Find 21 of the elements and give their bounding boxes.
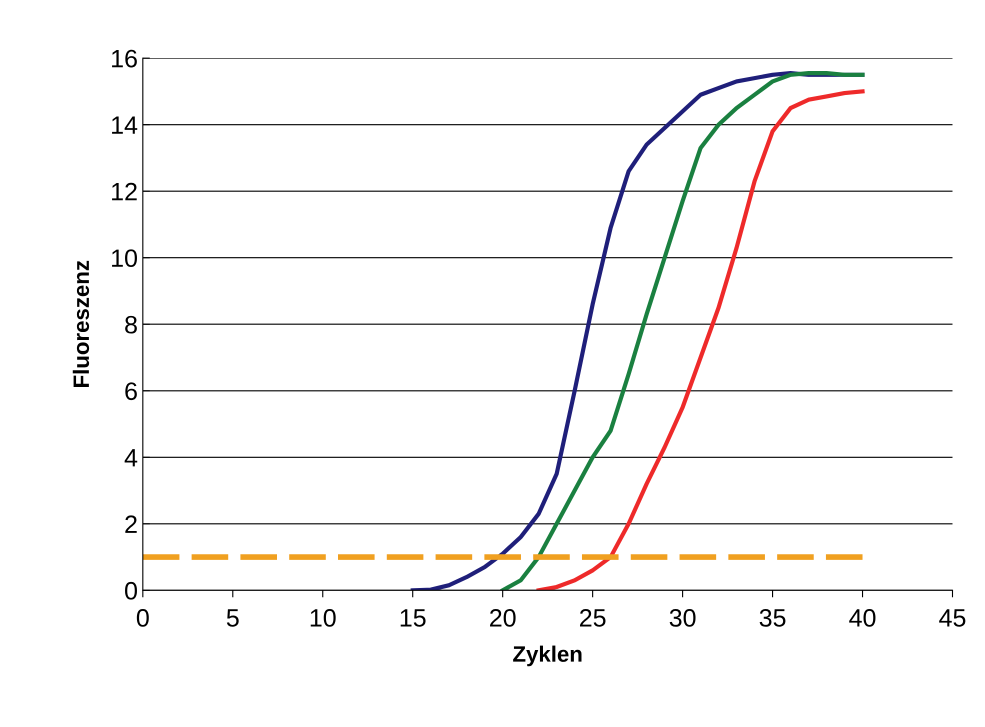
y-tick-label: 16 [112, 50, 137, 68]
x-tick-label: 25 [580, 609, 606, 627]
x-tick-label: 30 [670, 609, 696, 627]
y-tick-label: 0 [125, 582, 137, 600]
y-tick-label: 8 [125, 316, 137, 334]
x-tick-label: 35 [760, 609, 786, 627]
x-tick-label: 40 [849, 609, 876, 627]
x-axis-title: Zyklen [513, 646, 582, 666]
y-tick-label: 4 [124, 449, 138, 466]
x-tick-label: 5 [226, 609, 239, 627]
x-tick-label: 10 [310, 609, 336, 627]
x-tick-label: 0 [136, 609, 149, 627]
y-tick-label: 2 [125, 515, 137, 533]
y-tick-label: 12 [112, 182, 137, 200]
x-tick-label: 15 [400, 609, 426, 627]
y-tick-label: 14 [112, 116, 138, 134]
x-tick-label: 20 [490, 609, 516, 627]
y-axis-title: Fluoreszenz [72, 260, 90, 387]
y-tick-label: 6 [125, 382, 137, 400]
x-tick-label: 45 [939, 609, 966, 627]
y-tick-label: 10 [112, 249, 137, 268]
